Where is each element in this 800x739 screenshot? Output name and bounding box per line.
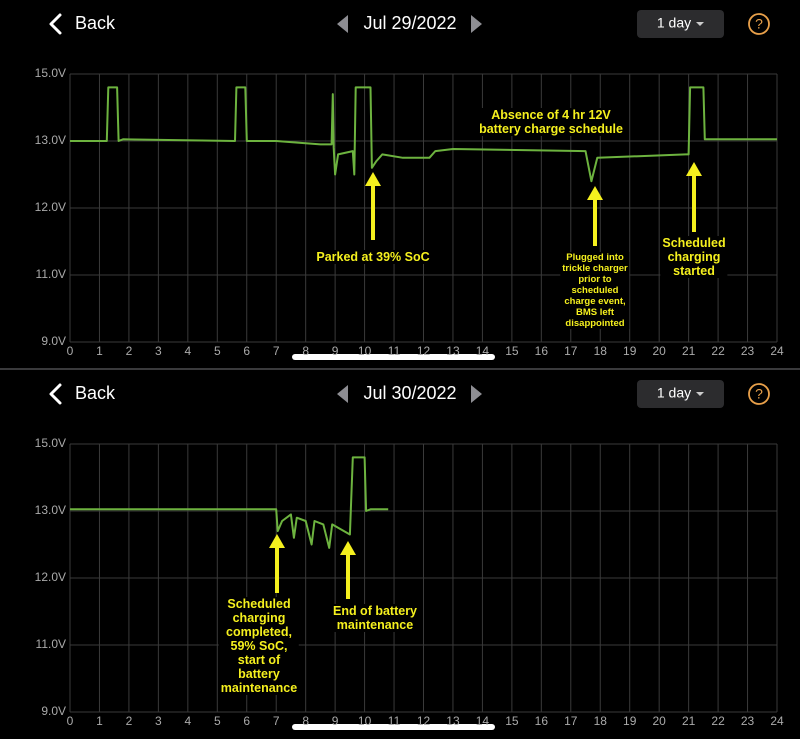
range-button[interactable] bbox=[637, 380, 724, 408]
x-tick-label: 5 bbox=[214, 714, 221, 728]
back-button[interactable]: Back bbox=[75, 13, 116, 33]
x-tick-label: 17 bbox=[564, 344, 578, 358]
x-tick-label: 3 bbox=[155, 344, 162, 358]
x-tick-label: 13 bbox=[446, 714, 460, 728]
x-tick-label: 2 bbox=[126, 714, 133, 728]
x-tick-label: 17 bbox=[564, 714, 578, 728]
x-tick-label: 8 bbox=[302, 714, 309, 728]
y-tick-label: 9.0V bbox=[41, 334, 66, 348]
date: Jul 30/2022 bbox=[363, 383, 456, 403]
home-indicator bbox=[292, 724, 495, 730]
help-button[interactable] bbox=[748, 383, 770, 405]
x-tick-label: 7 bbox=[273, 344, 280, 358]
x-tick-label: 21 bbox=[682, 344, 696, 358]
annotation-arrowhead bbox=[340, 541, 356, 555]
home-indicator bbox=[292, 354, 495, 360]
prev-day[interactable] bbox=[337, 15, 348, 33]
annotation: Parked at 39% SoC bbox=[314, 250, 432, 264]
x-tick-label: 0 bbox=[67, 344, 74, 358]
x-tick-label: 2 bbox=[126, 344, 133, 358]
prev-day[interactable] bbox=[337, 385, 348, 403]
annotation: Plugged into trickle charger prior to sc… bbox=[560, 252, 630, 329]
annotation-arrowhead bbox=[269, 534, 285, 548]
help-button[interactable] bbox=[748, 13, 770, 35]
x-tick-label: 16 bbox=[535, 344, 549, 358]
annotation: Scheduled charging started bbox=[660, 236, 728, 278]
x-tick-label: 12 bbox=[417, 714, 431, 728]
x-tick-label: 19 bbox=[623, 344, 637, 358]
annotation-arrowhead bbox=[587, 186, 603, 200]
x-tick-label: 9 bbox=[332, 714, 339, 728]
voltage-line bbox=[70, 456, 389, 549]
x-tick-label: 16 bbox=[535, 714, 549, 728]
annotation-arrowhead bbox=[365, 172, 381, 186]
x-tick-label: 6 bbox=[243, 344, 250, 358]
x-tick-label: 12 bbox=[417, 344, 431, 358]
x-tick-label: 23 bbox=[741, 344, 755, 358]
range-caret bbox=[696, 392, 704, 396]
back-button[interactable]: Back bbox=[75, 383, 116, 403]
x-tick-label: 11 bbox=[388, 344, 401, 358]
x-tick-label: 15 bbox=[505, 344, 519, 358]
y-tick-label: 13.0V bbox=[35, 503, 66, 517]
x-tick-label: 11 bbox=[388, 714, 401, 728]
x-tick-label: 1 bbox=[96, 344, 103, 358]
x-tick-label: 10 bbox=[358, 714, 372, 728]
x-tick-label: 0 bbox=[67, 714, 74, 728]
annotation-arrowhead bbox=[686, 162, 702, 176]
x-tick-label: 20 bbox=[652, 714, 666, 728]
y-tick-label: 12.0V bbox=[35, 570, 66, 584]
x-tick-label: 14 bbox=[476, 714, 490, 728]
x-tick-label: 13 bbox=[446, 344, 460, 358]
x-tick-label: 18 bbox=[594, 714, 608, 728]
range-button[interactable] bbox=[637, 10, 724, 38]
help-icon[interactable]: ? bbox=[755, 16, 763, 32]
x-tick-label: 21 bbox=[682, 714, 696, 728]
annotation: Absence of 4 hr 12V battery charge sched… bbox=[477, 108, 625, 136]
x-tick-label: 7 bbox=[273, 714, 280, 728]
x-tick-label: 3 bbox=[155, 714, 162, 728]
y-tick-label: 9.0V bbox=[41, 704, 66, 718]
help-icon[interactable]: ? bbox=[755, 386, 763, 402]
annotation: Scheduled charging completed, 59% SoC, s… bbox=[218, 597, 300, 695]
x-tick-label: 6 bbox=[243, 714, 250, 728]
x-tick-label: 22 bbox=[711, 344, 725, 358]
x-tick-label: 5 bbox=[214, 344, 221, 358]
range-caret bbox=[696, 22, 704, 26]
annotation: End of battery maintenance bbox=[330, 604, 420, 632]
x-tick-label: 9 bbox=[332, 344, 339, 358]
x-tick-label: 18 bbox=[594, 344, 608, 358]
x-tick-label: 1 bbox=[96, 714, 103, 728]
date: Jul 29/2022 bbox=[363, 13, 456, 33]
range-label[interactable]: 1 day bbox=[657, 15, 691, 31]
x-tick-label: 4 bbox=[184, 714, 191, 728]
next-day[interactable] bbox=[471, 385, 482, 403]
x-tick-label: 24 bbox=[770, 714, 784, 728]
range-label[interactable]: 1 day bbox=[657, 385, 691, 401]
x-tick-label: 19 bbox=[623, 714, 637, 728]
x-tick-label: 24 bbox=[770, 344, 784, 358]
voltage-line bbox=[70, 86, 777, 183]
x-tick-label: 15 bbox=[505, 714, 519, 728]
x-tick-label: 23 bbox=[741, 714, 755, 728]
x-tick-label: 10 bbox=[358, 344, 372, 358]
x-tick-label: 20 bbox=[652, 344, 666, 358]
back-chevron[interactable] bbox=[49, 383, 62, 405]
y-tick-label: 11.0V bbox=[36, 637, 66, 651]
x-tick-label: 14 bbox=[476, 344, 490, 358]
y-tick-label: 11.0V bbox=[36, 267, 66, 281]
next-day[interactable] bbox=[471, 15, 482, 33]
y-tick-label: 15.0V bbox=[35, 66, 66, 80]
x-tick-label: 4 bbox=[184, 344, 191, 358]
y-tick-label: 13.0V bbox=[35, 133, 66, 147]
x-tick-label: 8 bbox=[302, 344, 309, 358]
y-tick-label: 12.0V bbox=[35, 200, 66, 214]
y-tick-label: 15.0V bbox=[35, 436, 66, 450]
back-chevron[interactable] bbox=[49, 13, 62, 35]
x-tick-label: 22 bbox=[711, 714, 725, 728]
